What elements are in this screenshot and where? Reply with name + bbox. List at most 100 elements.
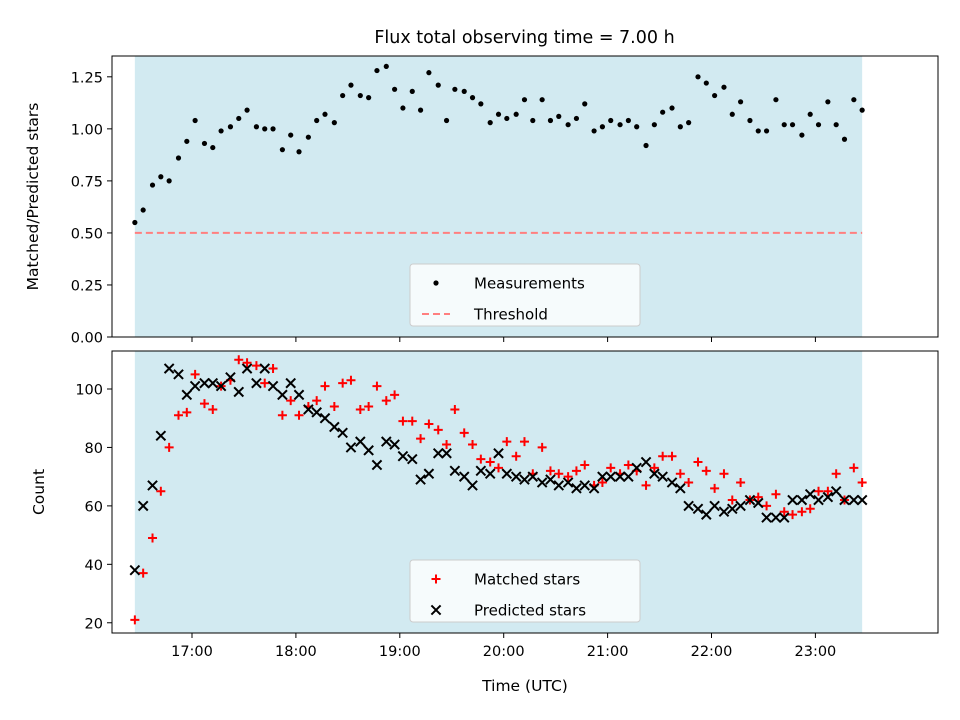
matched-point [416,434,426,444]
measurement-point [737,99,744,105]
measurement-point [695,74,701,80]
predicted-point [337,427,348,439]
predicted-point [303,404,314,415]
predicted-point [588,483,600,494]
measurement-point [747,117,753,124]
measurement-point [400,105,406,111]
measurement-point [417,107,424,113]
measurement-point [651,122,657,128]
measurement-point [253,124,260,130]
matched-point [208,404,218,414]
matched-point [286,396,296,406]
legend-box [409,559,641,623]
predicted-point [259,363,271,374]
predicted-point [267,380,279,392]
measurement-point [721,84,727,90]
predicted-point [423,468,435,480]
predicted-point [726,503,738,515]
predicted-point [467,480,478,491]
matched-point [502,437,512,447]
predicted-point [277,389,288,401]
matched-point [268,364,278,374]
predicted-point [649,468,660,480]
measurement-point [374,67,380,74]
legend-predicted-marker [430,604,442,616]
measurement-point [158,174,164,180]
predicted-point [501,468,513,480]
measurement-point [478,101,484,107]
predicted-point [735,500,746,512]
matched-point [164,442,174,452]
matched-point [710,483,720,493]
matched-point [537,442,547,452]
predicted-point [545,474,556,485]
predicted-point [397,450,409,462]
predicted-point [813,494,824,506]
measurement-point [227,124,234,130]
y-tick-label: 60 [85,499,103,515]
x-tick-label: 21:00 [587,644,629,660]
measurement-point [530,117,536,124]
predicted-point [770,512,782,523]
matched-point [658,451,668,461]
predicted-point [181,389,193,401]
measurement-point [357,92,363,99]
predicted-point [329,421,340,433]
measurement-point [192,117,198,124]
y-tick-label: 40 [85,558,103,574]
x-tick-label: 17:00 [171,644,213,660]
matched-point [320,381,330,391]
legend-matched-marker [431,574,441,584]
measurement-point [469,95,476,101]
predicted-point [787,494,798,506]
measurement-point [669,105,675,111]
measurement-point [495,111,502,117]
predicted-point [129,564,141,576]
measurement-point [556,113,562,119]
legend-label: Matched stars [474,571,580,589]
matched-point [329,402,339,412]
matched-point [364,402,374,412]
predicted-point [640,456,652,468]
measurement-point [773,97,779,103]
x-tick-label: 20:00 [483,644,525,660]
measurement-point [279,147,285,153]
measurement-point [841,136,848,142]
predicted-point [484,468,496,480]
predicted-point [345,442,357,453]
predicted-point [692,503,704,515]
bottom-panel: 20 40 60 80 100 17:00 18:00 19:00 20:00 21:00 22:0… [30,350,939,695]
matched-point [156,486,166,496]
measurement-point [660,109,666,115]
matched-point [797,507,807,517]
predicted-point [155,430,167,442]
matched-point [277,410,287,420]
predicted-point [752,497,764,509]
measurement-point [703,80,709,86]
predicted-point [207,377,219,389]
predicted-point [796,494,808,506]
matched-point [623,460,633,470]
measurement-point [218,128,224,134]
measurement-point [807,111,813,117]
measurement-point [859,107,865,113]
predicted-point [822,491,834,503]
matched-point [433,425,443,435]
matched-point [701,466,711,476]
predicted-point [215,380,227,392]
measurement-point [461,88,467,94]
matched-point [753,492,763,502]
y-tick-label: 0.25 [71,278,103,294]
matched-point [606,463,616,473]
measurement-point [175,155,182,161]
figure-title: Flux total observing time = 7.00 h [374,28,674,48]
predicted-point [631,462,642,474]
measurement-point [305,134,311,140]
measurement-point [270,126,276,132]
measurement-point [547,117,554,124]
predicted-point [389,439,400,450]
matched-point [182,407,192,417]
matched-point [450,404,460,414]
x-tick-label: 23:00 [795,644,837,660]
